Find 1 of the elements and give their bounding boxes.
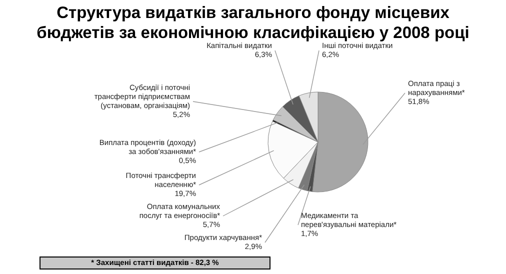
chart-title: Структура видатків загального фонду місцевих бюджетів за економічною класифікацією у 2008 році <box>36 4 470 42</box>
